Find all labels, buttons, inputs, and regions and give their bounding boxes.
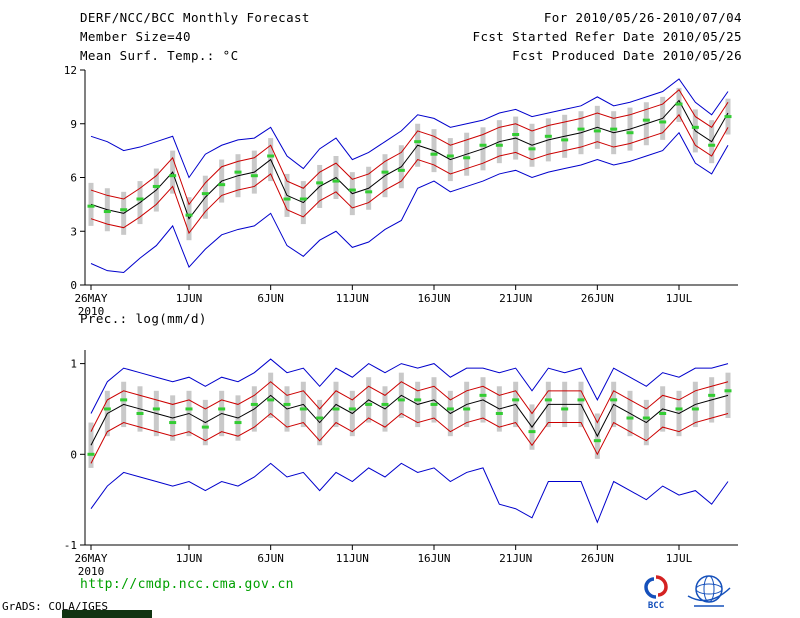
temperature-panel-ytick: 3 (70, 225, 77, 238)
series-min-envelope (90, 131, 729, 273)
temperature-panel-xtick: 6JUN (257, 292, 284, 305)
precipitation-panel-xtick: 26MAY (74, 552, 107, 565)
ncc-globe-swoosh (687, 587, 731, 602)
grads-credit: GrADS: COLA/IGES (2, 600, 108, 613)
temperature-panel-ytick: 6 (70, 172, 77, 185)
temperature-panel-xtick: 21JUN (499, 292, 532, 305)
temperature-panel-xtick: 1JUN (176, 292, 203, 305)
precipitation-panel-ytick: -1 (64, 539, 77, 552)
temperature-panel-xtick-year: 2010 (78, 305, 105, 318)
header-left: DERF/NCC/BCC Monthly Forecast Member Siz… (80, 8, 310, 65)
temperature-panel-ytick: 12 (64, 64, 77, 77)
series-ensemble-spread (88, 87, 731, 241)
bcc-logo-red-swirl (655, 575, 668, 597)
ncc-logo (687, 575, 731, 607)
series-ensemble-mean (90, 99, 729, 220)
website-url: http://cmdp.ncc.cma.gov.cn (80, 577, 294, 592)
temperature-panel-title: Mean Surf. Temp.: °C (80, 48, 239, 63)
precipitation-panel-ytick: 1 (70, 358, 77, 371)
precipitation-panel-xtick: 1JUN (176, 552, 203, 565)
precipitation-panel-xtick: 16JUN (417, 552, 450, 565)
forecast-range-label: For 2010/05/26-2010/07/04 (543, 10, 742, 25)
precipitation-panel-axes: -1 0 1 26MAY 1JUN 6JUN 11JUN 16JUN 21JUN 26JUN 1JU… (64, 350, 738, 578)
ncc-globe-outline (695, 575, 723, 603)
series-upper-quartile (90, 381, 729, 432)
temperature-panel-xtick: 26JUN (581, 292, 614, 305)
precipitation-panel-ytick: 0 (70, 448, 77, 461)
series-ensemble-mean (90, 394, 729, 446)
fcst-started-label: Fcst Started Refer Date 2010/05/25 (472, 29, 742, 44)
temperature-panel-xtick: 1JUL (666, 292, 693, 305)
bcc-logo: BCC (644, 575, 668, 610)
series-min-envelope (90, 462, 729, 524)
temperature-panel-ytick: 9 (70, 118, 77, 131)
bcc-logo-text: BCC (648, 601, 664, 610)
series-upper-quartile (90, 88, 729, 206)
temperature-panel-xtick: 11JUN (336, 292, 369, 305)
series-ensemble-median (87, 389, 732, 456)
precipitation-panel-xtick: 11JUN (336, 552, 369, 565)
precipitation-panel-xtick: 6JUN (257, 552, 284, 565)
temperature-panel-ytick: 0 (70, 279, 77, 292)
header-right: For 2010/05/26-2010/07/04 Fcst Started R… (473, 8, 742, 65)
page-title: DERF/NCC/BCC Monthly Forecast (80, 10, 310, 25)
series-max-envelope (90, 78, 729, 179)
series-ensemble-median (87, 102, 732, 217)
fcst-produced-label: Fcst Produced Date 2010/05/26 (512, 48, 742, 63)
series-ensemble-spread (88, 372, 731, 468)
precipitation-panel-xtick-year: 2010 (78, 565, 105, 578)
temperature-panel-xtick: 16JUN (417, 292, 450, 305)
bcc-logo-blue-swirl (644, 577, 657, 599)
precipitation-panel-xtick: 26JUN (581, 552, 614, 565)
precipitation-panel: -1 0 1 26MAY 1JUN 6JUN 11JUN 16JUN 21JUN 26JUN 1JU… (64, 350, 738, 578)
precipitation-panel-xtick: 1JUL (666, 552, 693, 565)
series-lower-quartile (90, 412, 729, 464)
series-max-envelope (90, 358, 729, 414)
ncc-globe-parallel (695, 583, 723, 595)
precipitation-panel-xtick: 21JUN (499, 552, 532, 565)
series-lower-quartile (90, 113, 729, 235)
bottom-left-artifact (62, 610, 152, 618)
temperature-panel-axes: 0 3 6 9 12 26MAY 1JUN 6JUN 11JUN 16JUN 21JUN 26JUN 1… (64, 64, 738, 318)
member-size-label: Member Size=40 (80, 29, 191, 44)
ncc-globe-meridian (703, 575, 715, 603)
precip-panel-title: Prec.: log(mm/d) (80, 311, 207, 326)
temperature-panel: 0 3 6 9 12 26MAY 1JUN 6JUN 11JUN 16JUN 21JUN 26JUN 1… (64, 64, 738, 318)
temperature-panel-xtick: 26MAY (74, 292, 107, 305)
